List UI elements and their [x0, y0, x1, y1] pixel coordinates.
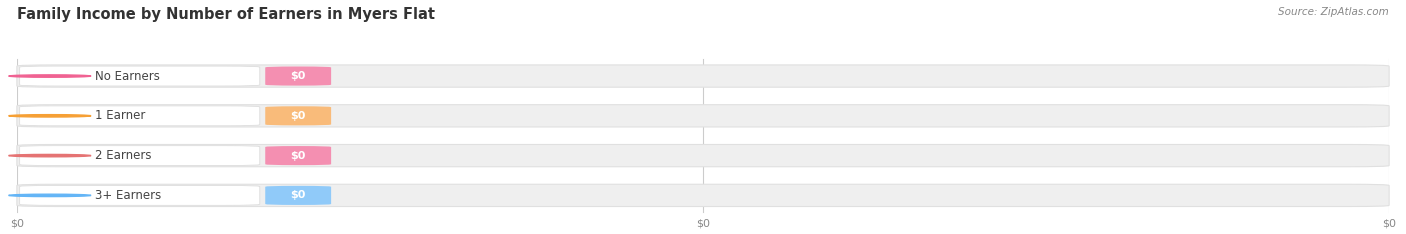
FancyBboxPatch shape	[17, 144, 1389, 167]
Text: 2 Earners: 2 Earners	[96, 149, 152, 162]
Circle shape	[8, 115, 91, 117]
FancyBboxPatch shape	[266, 106, 332, 125]
Circle shape	[8, 194, 91, 197]
Text: $0: $0	[291, 151, 307, 161]
FancyBboxPatch shape	[20, 185, 260, 205]
FancyBboxPatch shape	[17, 184, 1389, 207]
Circle shape	[8, 75, 91, 77]
FancyBboxPatch shape	[20, 66, 260, 86]
Text: Family Income by Number of Earners in Myers Flat: Family Income by Number of Earners in My…	[17, 7, 434, 22]
Text: $0: $0	[291, 190, 307, 200]
FancyBboxPatch shape	[20, 146, 260, 166]
Text: No Earners: No Earners	[96, 69, 160, 83]
Circle shape	[8, 154, 91, 157]
Text: 3+ Earners: 3+ Earners	[96, 189, 162, 202]
Text: $0: $0	[291, 71, 307, 81]
Text: 1 Earner: 1 Earner	[96, 109, 145, 122]
FancyBboxPatch shape	[266, 66, 332, 86]
FancyBboxPatch shape	[17, 105, 1389, 127]
FancyBboxPatch shape	[266, 186, 332, 205]
FancyBboxPatch shape	[17, 65, 1389, 87]
FancyBboxPatch shape	[20, 106, 260, 126]
Text: Source: ZipAtlas.com: Source: ZipAtlas.com	[1278, 7, 1389, 17]
FancyBboxPatch shape	[266, 146, 332, 165]
Text: $0: $0	[291, 111, 307, 121]
